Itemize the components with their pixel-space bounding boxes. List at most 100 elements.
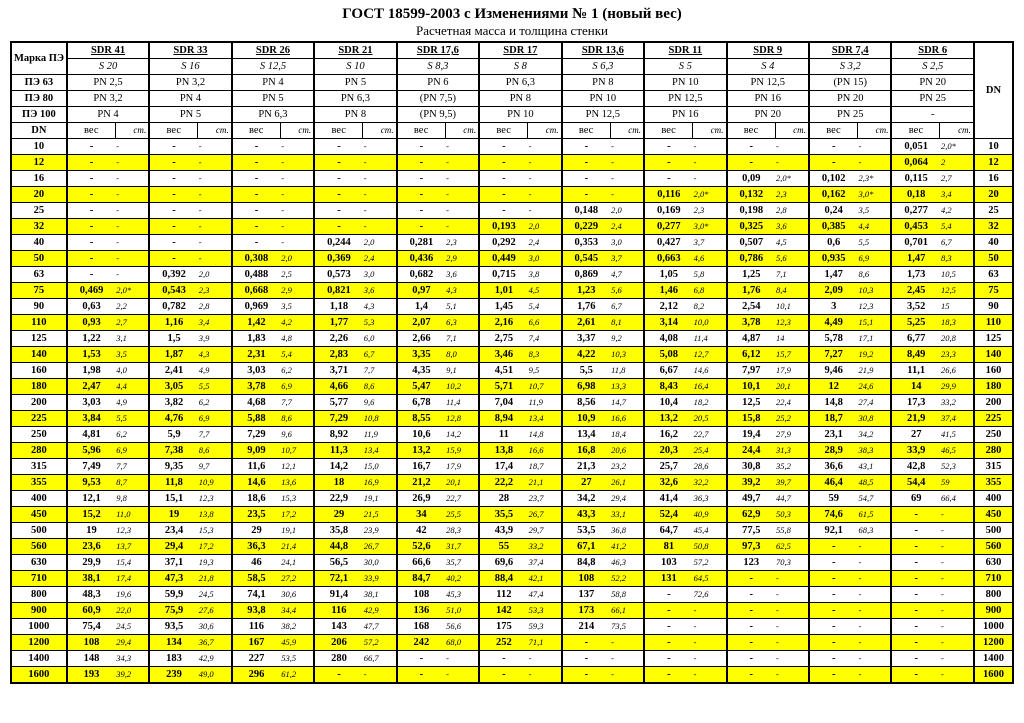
st-cell: 24,5 — [115, 619, 149, 635]
dn-right-head: DN — [974, 42, 1013, 139]
ves-cell: - — [562, 635, 611, 651]
st-cell: 36,3 — [693, 491, 727, 507]
st-cell: 25,2 — [775, 411, 809, 427]
st-cell: - — [775, 587, 809, 603]
ves-cell: 0,93 — [67, 315, 116, 331]
st-cell: 7,1 — [775, 267, 809, 283]
st-cell: 29,9 — [940, 379, 974, 395]
ves-cell: 11,6 — [232, 459, 281, 475]
ves-cell: - — [397, 139, 446, 155]
st-cell: - — [445, 155, 479, 171]
st-cell: - — [857, 571, 891, 587]
st-cell: - — [198, 171, 232, 187]
header-cell: PN 6,3 — [314, 91, 396, 107]
st-cell: 12,8 — [445, 411, 479, 427]
st-cell: - — [693, 651, 727, 667]
ves-cell: 36,6 — [809, 459, 858, 475]
ves-cell: 5,5 — [562, 363, 611, 379]
ves-cell: 0,115 — [891, 171, 940, 187]
page-title: ГОСТ 18599-2003 с Изменениями № 1 (новый… — [10, 6, 1014, 23]
dn-cell-right: 110 — [974, 315, 1013, 331]
ves-cell: 0,821 — [314, 283, 363, 299]
ves-cell: - — [891, 539, 940, 555]
st-cell: 21,5 — [363, 507, 397, 523]
ves-cell: 9,46 — [809, 363, 858, 379]
ves-cell: 148 — [67, 651, 116, 667]
ves-cell: - — [562, 171, 611, 187]
dn-cell: 450 — [11, 507, 67, 523]
ves-cell: 5,71 — [479, 379, 528, 395]
st-head: ст. — [198, 123, 232, 139]
ves-cell: 23,4 — [149, 523, 198, 539]
st-cell: - — [693, 603, 727, 619]
st-cell: 23,7 — [528, 491, 562, 507]
st-cell: - — [198, 155, 232, 171]
st-cell: - — [445, 139, 479, 155]
ves-cell: 0,782 — [149, 299, 198, 315]
ves-cell: 0,09 — [727, 171, 776, 187]
dn-cell: 1600 — [11, 667, 67, 684]
st-cell: 2,0 — [198, 267, 232, 283]
ves-cell: - — [727, 619, 776, 635]
dn-cell-right: 800 — [974, 587, 1013, 603]
st-cell: 20,8 — [940, 331, 974, 347]
st-cell: 10,8 — [363, 411, 397, 427]
st-cell: 2,4 — [528, 235, 562, 251]
ves-cell: - — [891, 667, 940, 684]
dn-cell: 630 — [11, 555, 67, 571]
st-cell: - — [528, 187, 562, 203]
st-cell: 5,5 — [198, 379, 232, 395]
ves-cell: 6,77 — [891, 331, 940, 347]
st-cell: 7,7 — [198, 427, 232, 443]
dn-cell: 315 — [11, 459, 67, 475]
st-cell: - — [280, 235, 314, 251]
ves-cell: 62,9 — [727, 507, 776, 523]
st-cell: 21,4 — [280, 539, 314, 555]
ves-cell: 0,277 — [644, 219, 693, 235]
ves-cell: 112 — [479, 587, 528, 603]
ves-cell: - — [809, 571, 858, 587]
st-cell: 13,4 — [528, 411, 562, 427]
ves-cell: 0,24 — [809, 203, 858, 219]
ves-cell: - — [479, 155, 528, 171]
ves-cell: 27 — [891, 427, 940, 443]
st-cell: - — [775, 155, 809, 171]
ves-cell: 21,9 — [891, 411, 940, 427]
st-cell: 10,2 — [445, 379, 479, 395]
st-cell: 41,2 — [610, 539, 644, 555]
st-cell: 26,7 — [363, 539, 397, 555]
st-cell: 3,0* — [857, 187, 891, 203]
st-cell: - — [940, 571, 974, 587]
st-cell: 40,9 — [693, 507, 727, 523]
ves-cell: 1,42 — [232, 315, 281, 331]
ves-cell: - — [149, 251, 198, 267]
ves-cell: - — [314, 187, 363, 203]
s-head: S 8,3 — [397, 59, 479, 75]
st-cell: 2,3 — [445, 235, 479, 251]
ves-cell: - — [562, 651, 611, 667]
ves-cell: 14,2 — [314, 459, 363, 475]
st-cell: 43,1 — [857, 459, 891, 475]
ves-cell: 60,9 — [67, 603, 116, 619]
ves-cell: 11,1 — [891, 363, 940, 379]
ves-cell: - — [809, 587, 858, 603]
st-cell: - — [775, 603, 809, 619]
dn-cell-right: 160 — [974, 363, 1013, 379]
st-cell: 19,2 — [857, 347, 891, 363]
ves-cell: 1,45 — [479, 299, 528, 315]
ves-cell: 193 — [67, 667, 116, 684]
st-cell: 23,2 — [610, 459, 644, 475]
st-cell: 2,0 — [528, 219, 562, 235]
st-cell: 12,3 — [857, 299, 891, 315]
st-cell: 68,0 — [445, 635, 479, 651]
st-cell: 66,4 — [940, 491, 974, 507]
dn-cell: 50 — [11, 251, 67, 267]
ves-cell: - — [479, 171, 528, 187]
st-cell: 8,1 — [610, 315, 644, 331]
st-cell: 55,8 — [775, 523, 809, 539]
ves-cell: 2,41 — [149, 363, 198, 379]
ves-cell: 23,1 — [809, 427, 858, 443]
st-cell: 25,5 — [445, 507, 479, 523]
ves-cell: - — [809, 651, 858, 667]
ves-cell: 4,76 — [149, 411, 198, 427]
